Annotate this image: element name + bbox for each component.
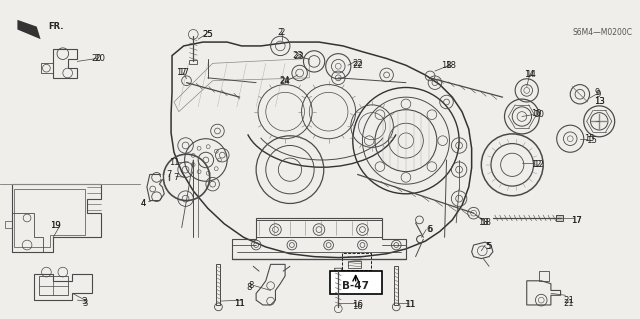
Text: 2: 2 [278, 28, 283, 37]
Text: 13: 13 [594, 98, 605, 107]
Text: 16: 16 [352, 300, 363, 309]
Text: 11: 11 [406, 300, 416, 309]
Text: 23: 23 [293, 52, 304, 61]
Text: 16: 16 [352, 302, 363, 311]
Text: FR.: FR. [49, 22, 64, 31]
Text: 17: 17 [177, 69, 187, 78]
Text: 22: 22 [353, 59, 363, 68]
Text: 11: 11 [234, 299, 245, 308]
Text: 3: 3 [81, 297, 87, 306]
Text: 12: 12 [531, 160, 541, 169]
Text: 24: 24 [280, 77, 291, 86]
Text: 21: 21 [563, 299, 573, 308]
Text: 20: 20 [94, 54, 105, 63]
Text: B-47: B-47 [342, 281, 369, 291]
Text: 14: 14 [524, 70, 535, 79]
Text: 7: 7 [173, 173, 179, 182]
Text: 8: 8 [248, 281, 254, 290]
Text: 4: 4 [140, 199, 146, 208]
Text: 12: 12 [533, 160, 544, 169]
Text: 1: 1 [170, 158, 175, 167]
Text: 6: 6 [428, 225, 433, 234]
Text: 18: 18 [478, 218, 488, 227]
Text: 25: 25 [202, 30, 213, 39]
Text: 6: 6 [426, 225, 432, 234]
Text: 11: 11 [404, 300, 415, 309]
Polygon shape [556, 215, 563, 221]
Text: 1: 1 [173, 158, 179, 167]
Text: 7: 7 [166, 170, 172, 179]
Text: S6M4—M0200C: S6M4—M0200C [572, 28, 632, 37]
Text: 24: 24 [280, 76, 291, 85]
Text: 22: 22 [352, 61, 363, 70]
Text: 11: 11 [234, 299, 245, 308]
Text: 18: 18 [441, 61, 452, 70]
Text: 19: 19 [50, 221, 61, 230]
Text: 23: 23 [292, 51, 303, 60]
Text: 3: 3 [83, 299, 88, 308]
Text: 10: 10 [533, 110, 544, 119]
Text: 5: 5 [486, 242, 492, 251]
Text: 18: 18 [445, 61, 456, 70]
Text: 4: 4 [140, 199, 146, 208]
Text: 17: 17 [570, 216, 582, 225]
Text: 17: 17 [178, 69, 189, 78]
Text: 15: 15 [584, 134, 595, 143]
Text: 18: 18 [480, 218, 491, 227]
Text: 21: 21 [564, 296, 575, 305]
Text: 8: 8 [246, 283, 252, 292]
Text: 9: 9 [596, 90, 601, 99]
Text: 14: 14 [525, 70, 536, 79]
Text: 5: 5 [486, 242, 491, 251]
Text: 25: 25 [202, 30, 213, 39]
Text: 17: 17 [571, 216, 581, 225]
Text: 20: 20 [92, 54, 102, 63]
Polygon shape [17, 20, 40, 39]
Text: 13: 13 [594, 98, 605, 107]
Text: 19: 19 [50, 221, 60, 230]
Text: 10: 10 [531, 109, 541, 118]
Text: 15: 15 [586, 136, 597, 145]
Text: 2: 2 [280, 28, 285, 37]
FancyBboxPatch shape [330, 271, 382, 294]
Text: 9: 9 [595, 88, 600, 97]
